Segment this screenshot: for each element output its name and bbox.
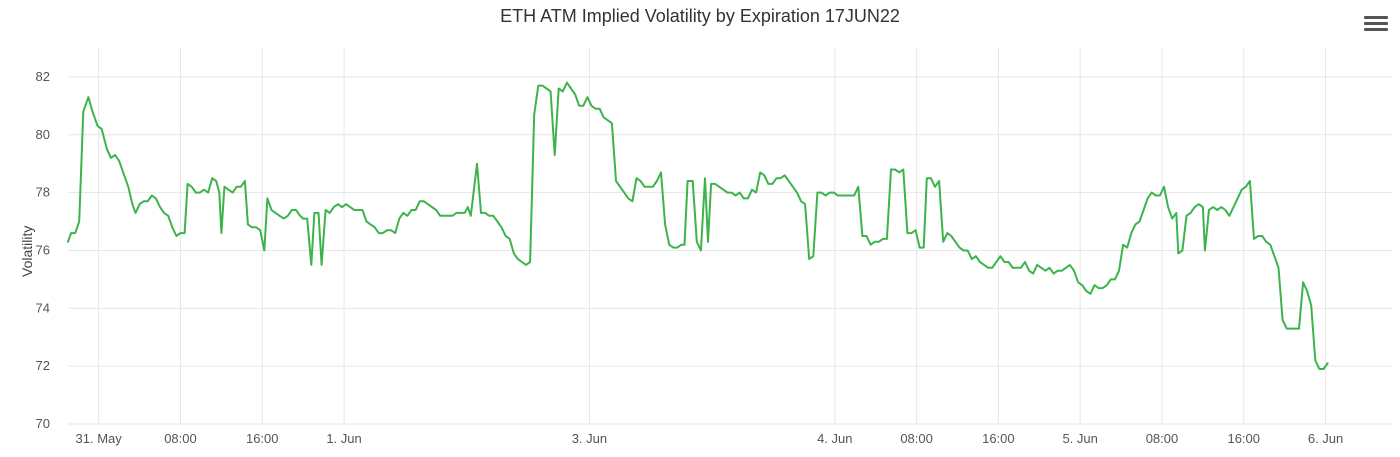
y-tick-label: 70 xyxy=(36,416,50,431)
y-tick-label: 72 xyxy=(36,358,50,373)
x-tick-label: 6. Jun xyxy=(1308,431,1343,446)
y-tick-labels: 70 72 74 76 78 80 82 xyxy=(36,69,50,431)
hamburger-menu-icon[interactable] xyxy=(1364,14,1388,36)
y-tick-label: 76 xyxy=(36,242,50,257)
chart-title: ETH ATM Implied Volatility by Expiration… xyxy=(500,6,900,26)
x-tick-label: 4. Jun xyxy=(817,431,852,446)
x-tick-label: 31. May xyxy=(76,431,123,446)
x-tick-label: 08:00 xyxy=(164,431,197,446)
menu-bar xyxy=(1364,22,1388,25)
x-tick-label: 16:00 xyxy=(982,431,1015,446)
y-tick-label: 82 xyxy=(36,69,50,84)
x-tick-label: 16:00 xyxy=(246,431,279,446)
x-tick-label: 1. Jun xyxy=(326,431,361,446)
series-group xyxy=(67,81,1329,370)
series-line[interactable] xyxy=(67,81,1329,370)
horizontal-gridlines xyxy=(68,76,1392,425)
menu-bar xyxy=(1364,16,1388,19)
y-tick-label: 74 xyxy=(36,300,50,315)
x-tick-label: 08:00 xyxy=(1146,431,1179,446)
vertical-gridlines xyxy=(98,48,1327,424)
y-tick-label: 80 xyxy=(36,127,50,142)
menu-bar xyxy=(1364,28,1388,31)
x-tick-label: 5. Jun xyxy=(1062,431,1097,446)
x-tick-labels: 31. May 08:00 16:00 1. Jun 3. Jun 4. Jun 08:00… xyxy=(76,431,1344,446)
x-tick-label: 3. Jun xyxy=(572,431,607,446)
x-tick-label: 08:00 xyxy=(900,431,933,446)
y-tick-label: 78 xyxy=(36,185,50,200)
x-tick-label: 16:00 xyxy=(1227,431,1260,446)
